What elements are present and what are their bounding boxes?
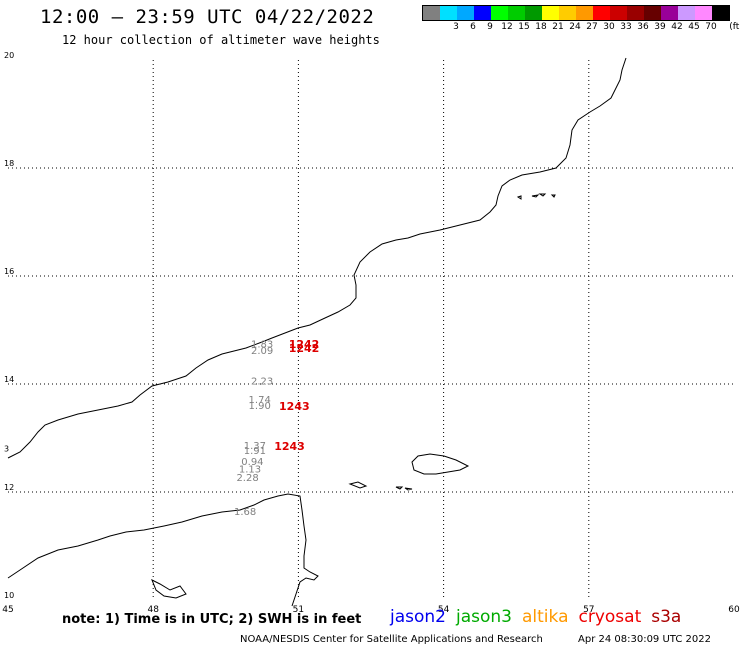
color-swatch <box>457 6 474 20</box>
color-swatch <box>474 6 491 20</box>
axis-tick-labels: 45 48 51 54 57 60 10 12 14 16 18 20 3 <box>2 51 740 615</box>
swh-value-label: 2.09 <box>251 346 273 357</box>
color-scale-label: 33 <box>620 22 632 32</box>
swh-value-label: 1.91 <box>244 446 266 457</box>
pass-time-label: 1243 <box>279 400 310 413</box>
kuria-muria-1 <box>516 195 522 200</box>
latitude-tick-label: 14 <box>4 375 14 384</box>
credit-line: NOAA/NESDIS Center for Satellite Applica… <box>240 634 543 645</box>
pass-time-label: 1242 <box>289 338 320 351</box>
longitude-tick-label: 48 <box>147 605 159 615</box>
longitude-tick-label: 51 <box>293 605 304 615</box>
swh-value-label: 1.68 <box>234 507 256 518</box>
satellite-legend-altika: altika <box>522 607 569 627</box>
abd-al-kuri-island <box>348 481 368 489</box>
color-scale-label: 70 <box>705 22 717 32</box>
african-coastline <box>7 493 319 607</box>
coastline <box>7 57 627 607</box>
color-swatch <box>593 6 610 20</box>
swh-value-label: 1.83 <box>251 339 273 350</box>
color-scale-label: 45 <box>688 22 700 32</box>
pass-time-label: 1242 <box>289 342 320 355</box>
longitude-tick-label: 54 <box>438 605 450 615</box>
swh-value-label: 2.28 <box>236 473 258 484</box>
pass-time-label: 1243 <box>274 440 305 453</box>
color-scale-label: 21 <box>552 22 564 32</box>
color-swatch <box>644 6 661 20</box>
footer-note: note: 1) Time is in UTC; 2) SWH is in fe… <box>62 612 362 627</box>
arabian-coastline <box>7 57 627 459</box>
swh-readings: 1.832.09 2.23 1.741.90 1.371.910.941.132.28… <box>234 339 273 518</box>
satellite-legend: jason2 jason3 altika cryosat s3a <box>390 607 691 627</box>
color-swatch <box>695 6 712 20</box>
color-scale-label: 9 <box>487 22 493 32</box>
longitude-tick-label: 45 <box>2 605 13 615</box>
color-scale-label: 27 <box>586 22 598 32</box>
color-scale-label: 30 <box>603 22 615 32</box>
latitude-tick-label: 20 <box>4 51 14 60</box>
color-scale-label: 15 <box>518 22 530 32</box>
color-swatch <box>678 6 695 20</box>
generation-timestamp: Apr 24 08:30:09 UTC 2022 <box>578 634 711 645</box>
color-scale-swatches <box>422 5 730 21</box>
latitude-tick-label: 18 <box>4 159 14 168</box>
kuria-muria-3 <box>538 193 547 197</box>
satellite-legend-cryosat: cryosat <box>578 607 642 627</box>
satellite-legend-jason3: jason3 <box>456 607 512 627</box>
latitude-tick-label: 12 <box>4 483 14 492</box>
color-scale-label: 18 <box>535 22 547 32</box>
color-swatch <box>627 6 644 20</box>
graticule-grid <box>8 60 734 600</box>
longitude-tick-label: 60 <box>728 605 740 615</box>
color-swatch <box>712 6 729 20</box>
satellite-legend-jason2: jason2 <box>390 607 446 627</box>
map-title: 12:00 – 23:59 UTC 04/22/2022 <box>40 6 375 28</box>
color-scale-label: 39 <box>654 22 666 32</box>
swh-value-label: 0.94 <box>241 457 263 468</box>
color-swatch <box>508 6 525 20</box>
color-scale-label: 36 <box>637 22 649 32</box>
color-swatch <box>576 6 593 20</box>
color-swatch <box>610 6 627 20</box>
color-scale-label: 12 <box>501 22 513 32</box>
color-scale-label: 42 <box>671 22 683 32</box>
swh-value-label: 2.23 <box>251 377 273 388</box>
color-swatch <box>542 6 559 20</box>
color-scale-label: 3 <box>453 22 459 32</box>
kuria-muria-4 <box>550 194 556 198</box>
swh-value-label: 1.74 <box>249 395 271 406</box>
color-swatch <box>440 6 457 20</box>
color-swatch <box>525 6 542 20</box>
color-swatch <box>423 6 440 20</box>
satellite-legend-s3a: s3a <box>651 607 682 627</box>
swh-value-label: 1.90 <box>249 401 271 412</box>
latitude-tick-label: 10 <box>4 591 14 600</box>
map-subtitle: 12 hour collection of altimeter wave hei… <box>62 33 380 47</box>
small-island-2 <box>404 487 413 491</box>
kuria-muria-2 <box>531 194 540 198</box>
color-scale-label: 6 <box>470 22 476 32</box>
somali-coastal-feature <box>151 578 187 599</box>
longitude-tick-label: 57 <box>583 605 594 615</box>
color-scale-label: 24 <box>569 22 581 32</box>
latitude-tick-label: 16 <box>4 267 14 276</box>
latitude-tick-label: 3 <box>4 445 9 454</box>
color-swatch <box>559 6 576 20</box>
color-swatch <box>491 6 508 20</box>
swh-value-label: 1.37 <box>244 441 266 452</box>
swh-value-label: 1.13 <box>239 465 261 476</box>
small-island-1 <box>395 486 404 490</box>
color-swatch <box>661 6 678 20</box>
color-scale-unit: (ft) <box>729 22 740 32</box>
socotra-island <box>411 453 470 475</box>
